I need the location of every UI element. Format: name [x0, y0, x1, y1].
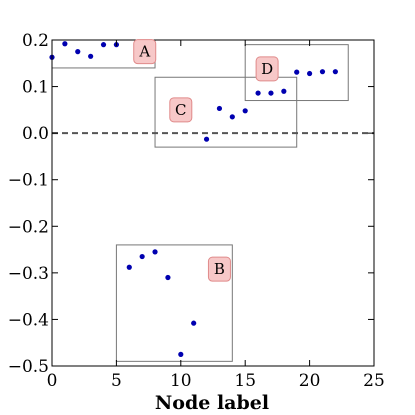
group-box-b	[115, 244, 233, 362]
y-tick-label: −0.5	[8, 357, 49, 377]
group-label-badge-a	[133, 39, 157, 65]
data-point-15	[242, 108, 248, 114]
group-label-d: D	[261, 60, 273, 78]
group-box-d	[244, 44, 349, 102]
data-point-1	[62, 41, 68, 47]
axes-layer: 0.2 0.1 0.0 −0.1 −0.2 −0.3 −0.4 −0.50 5 10 15 20 25	[8, 31, 385, 391]
data-point-7	[139, 253, 145, 260]
x-tick-label: 20	[299, 371, 321, 391]
y-tick-label: −0.4	[8, 310, 49, 330]
data-point-17	[268, 90, 274, 96]
data-point-3	[88, 53, 94, 59]
x-tick-label: 15	[234, 371, 256, 391]
data-point-13	[216, 105, 223, 112]
group-label-c: C	[175, 101, 186, 119]
x-axis-title: Node label	[155, 392, 269, 414]
data-point-22	[332, 69, 338, 75]
plot-frame	[51, 39, 375, 367]
data-point-14	[229, 114, 235, 120]
data-point-19	[294, 69, 300, 75]
x-tick-label: 0	[47, 371, 58, 391]
x-tick-label: 10	[170, 371, 192, 391]
group-label-badge-d	[255, 56, 279, 82]
data-point-6	[126, 264, 132, 270]
group-boxes-layer	[51, 39, 349, 362]
data-point-2	[75, 49, 81, 55]
data-point-8	[152, 249, 158, 255]
y-tick-label: 0.2	[22, 31, 49, 51]
data-point-16	[255, 90, 261, 96]
group-box-c	[154, 76, 298, 148]
group-label-a: A	[138, 43, 150, 61]
y-tick-label: −0.3	[8, 264, 49, 284]
data-point-18	[281, 88, 287, 94]
data-point-9	[165, 274, 171, 281]
y-tick-label: −0.1	[8, 171, 49, 191]
data-point-10	[178, 351, 184, 357]
y-tick-label: 0.0	[22, 124, 49, 144]
group-labels-layer: A B C D	[133, 39, 279, 282]
data-point-20	[307, 70, 313, 77]
y-tick-label: −0.2	[8, 217, 49, 237]
data-point-4	[100, 42, 107, 48]
group-label-badge-b	[207, 256, 231, 282]
group-label-b: B	[214, 260, 225, 278]
data-point-11	[191, 320, 197, 326]
data-point-21	[319, 69, 326, 75]
group-label-badge-c	[169, 97, 193, 123]
x-tick-label: 25	[363, 371, 385, 391]
data-point-12	[203, 136, 210, 142]
x-tick-label: 5	[111, 371, 122, 391]
data-points-layer	[49, 41, 338, 357]
y-tick-label: 0.1	[22, 78, 49, 98]
